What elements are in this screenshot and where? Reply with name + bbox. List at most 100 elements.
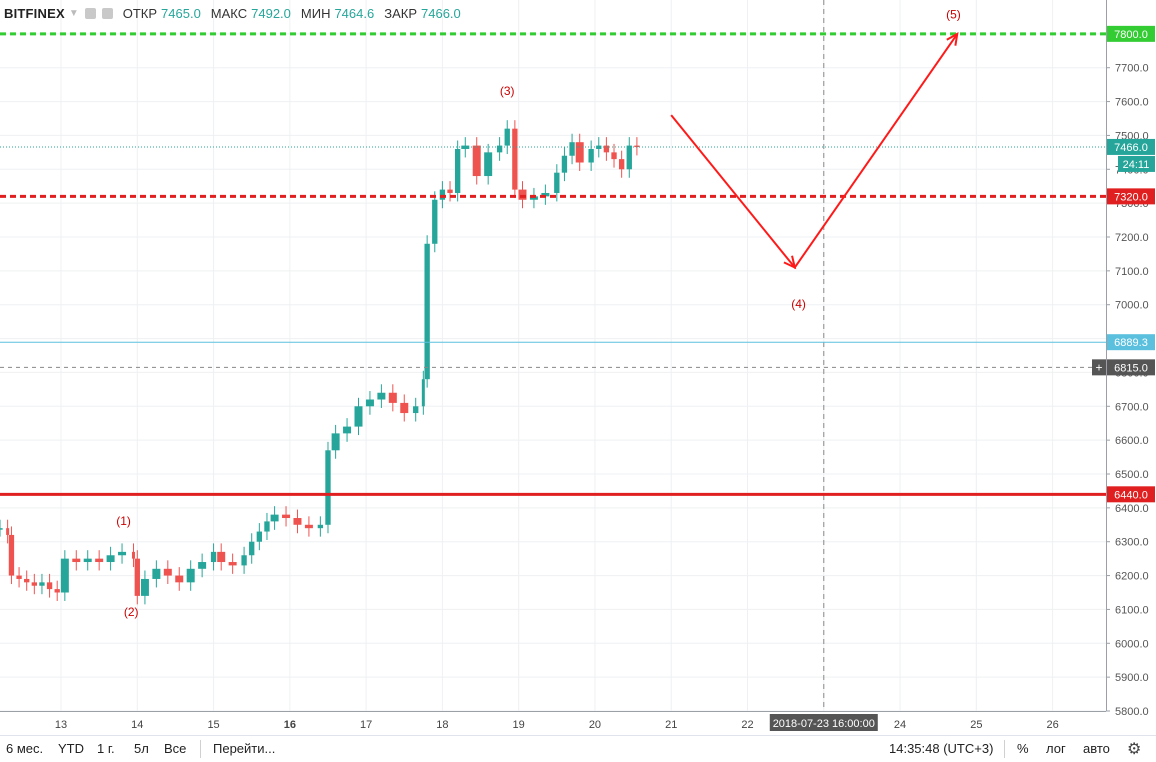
toolbar-divider: [1004, 740, 1005, 758]
x-tick-label: 19: [513, 719, 525, 731]
candle-body: [54, 589, 60, 593]
price-label-text: 6815.0: [1114, 362, 1148, 374]
price-label-text: 7800.0: [1114, 29, 1148, 41]
candle-body: [24, 578, 30, 583]
price-label-text: 7466.0: [1114, 142, 1148, 154]
wave-arrowhead-down: [783, 255, 797, 270]
y-tick-label: 7700.0: [1115, 63, 1149, 75]
candle-body: [152, 568, 161, 579]
candle-body: [439, 189, 446, 200]
candle-body: [72, 558, 81, 563]
range-ytd-button[interactable]: YTD: [58, 741, 84, 756]
candle-body: [8, 534, 15, 576]
candle-body: [186, 568, 195, 583]
price-label-box: [1107, 334, 1155, 351]
wave-label: (4): [791, 297, 806, 311]
candle-body: [554, 172, 560, 193]
x-tick-label: 18: [436, 719, 448, 731]
candle-body: [256, 531, 263, 542]
candle-body: [354, 406, 363, 427]
candle-body: [83, 558, 92, 563]
y-tick-label: 7200.0: [1115, 232, 1149, 244]
x-tick-label: 25: [970, 719, 982, 731]
price-label-text: 6889.3: [1114, 337, 1148, 349]
candle-body: [496, 145, 503, 153]
indicator-settings-icon[interactable]: [84, 8, 96, 19]
high-value: 7492.0: [251, 6, 291, 21]
candle-body: [588, 148, 594, 163]
y-tick-label: 6200.0: [1115, 571, 1149, 583]
price-label-text: 6440.0: [1114, 489, 1148, 501]
range-1y-button[interactable]: 1 г.: [97, 741, 115, 756]
candle-body: [611, 152, 617, 160]
candle-body: [39, 582, 45, 586]
candle-body: [175, 575, 184, 583]
wave-arrowhead-up: [946, 31, 959, 46]
clock-timezone[interactable]: 14:35:48 (UTC+3): [889, 741, 994, 756]
price-chart[interactable]: (1) (2) (3) (4) (5) 5800.0 5900.0 6000.0 6100.0…: [0, 0, 1156, 735]
candle-body: [331, 433, 340, 451]
range-6m-button[interactable]: 6 мес.: [6, 741, 44, 756]
price-label-text: 7320.0: [1114, 191, 1148, 203]
candle-body: [421, 379, 425, 407]
x-tick-label: 14: [131, 719, 143, 731]
plus-button-box: [1092, 359, 1106, 376]
candle-body: [95, 558, 104, 563]
x-tick-label: 17: [360, 719, 372, 731]
candle-body: [472, 145, 481, 177]
candle-body: [16, 575, 22, 579]
candle-body: [518, 189, 527, 200]
symbol-dropdown-icon[interactable]: ▼: [68, 8, 79, 19]
open-value: 7465.0: [161, 6, 201, 21]
candle-body: [198, 562, 207, 569]
price-axis[interactable]: 5800.0 5900.0 6000.0 6100.0 6200.0 6300.0 6400…: [1092, 0, 1156, 735]
wave-annotations: (1) (2) (3) (4) (5): [116, 8, 961, 620]
log-scale-button[interactable]: лог: [1046, 741, 1066, 756]
symbol-name[interactable]: BITFINEX: [4, 6, 65, 21]
wave-label: (5): [946, 8, 961, 22]
x-tick-label: 13: [55, 719, 67, 731]
x-tick-label: 24: [894, 719, 906, 731]
y-tick-label: 5800.0: [1115, 706, 1149, 718]
candle-body: [134, 558, 140, 596]
candle-body: [484, 152, 493, 177]
candle-body: [163, 568, 172, 576]
gear-icon[interactable]: ⚙: [1127, 741, 1142, 758]
indicator-visibility-icon[interactable]: [101, 8, 113, 19]
candle-body: [249, 541, 255, 556]
auto-scale-button[interactable]: авто: [1083, 741, 1110, 756]
plus-icon: +: [1095, 360, 1102, 374]
percent-scale-button[interactable]: %: [1017, 741, 1029, 756]
candle-body: [626, 145, 632, 170]
candle-body: [217, 551, 226, 563]
candle-body: [388, 392, 397, 403]
y-tick-label: 6400.0: [1115, 503, 1149, 515]
candle-body: [618, 159, 625, 170]
countdown-text: 24:11: [1123, 159, 1150, 171]
y-tick-label: 7000.0: [1115, 300, 1149, 312]
y-tick-label: 6000.0: [1115, 638, 1149, 650]
y-tick-label: 6600.0: [1115, 435, 1149, 447]
ohlc-legend: BITFINEX ▼ ОТКР 7465.0 МАКС 7492.0 МИН 7…: [4, 6, 461, 21]
range-all-button[interactable]: Все: [164, 741, 187, 756]
y-tick-label: 7600.0: [1115, 97, 1149, 109]
candle-body: [0, 528, 3, 530]
low-label: МИН: [300, 6, 331, 21]
range-5y-button[interactable]: 5л: [134, 741, 149, 756]
x-tick-label: 20: [589, 719, 601, 731]
goto-date-button[interactable]: Перейти...: [213, 741, 276, 756]
x-tick-label: 15: [207, 719, 219, 731]
price-label-box: [1107, 188, 1155, 205]
candle-body: [569, 142, 575, 156]
time-axis[interactable]: 13141516171819202122232425262018-07-23 1…: [0, 711, 1106, 732]
open-label: ОТКР: [122, 6, 158, 21]
candle-body: [282, 514, 291, 519]
toolbar-divider: [200, 740, 201, 758]
chart-grid: [0, 0, 1106, 712]
candlestick-series: [0, 120, 640, 605]
y-tick-label: 6300.0: [1115, 537, 1149, 549]
candle-body: [377, 392, 386, 400]
x-tick-label: 21: [665, 719, 677, 731]
horizontal-levels: [0, 32, 1106, 496]
candle-body: [634, 145, 640, 148]
